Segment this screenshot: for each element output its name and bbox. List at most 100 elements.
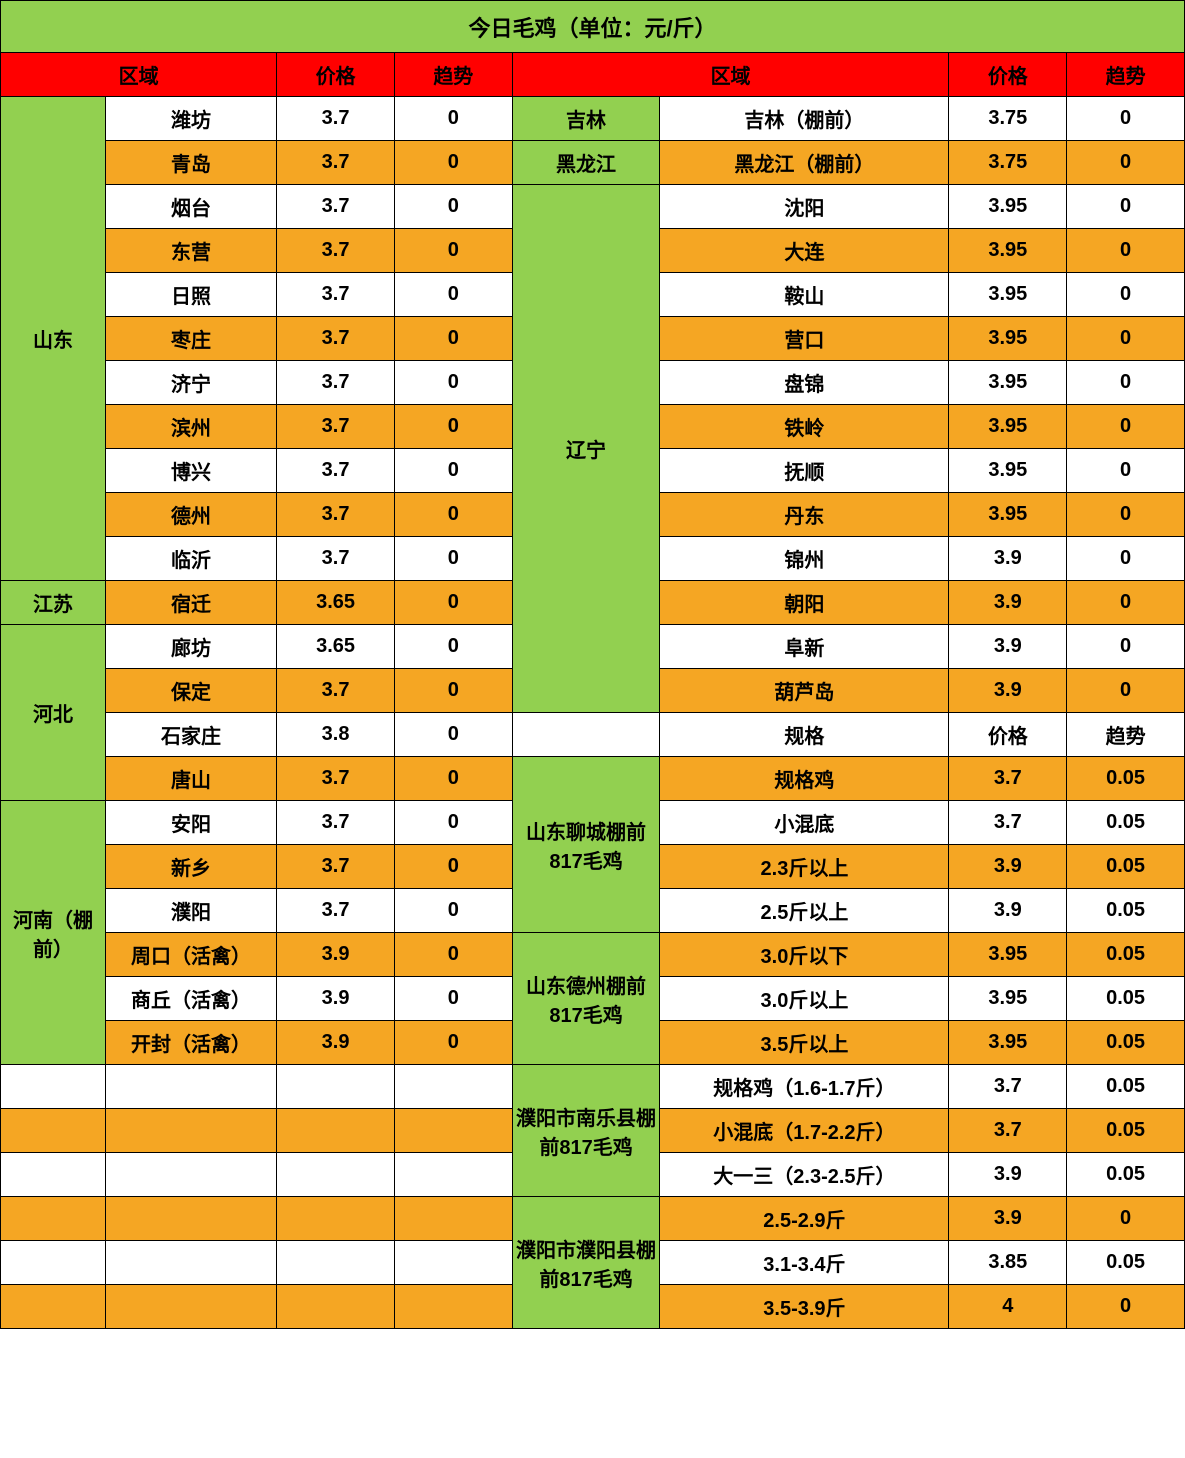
trend-cell: 0: [394, 977, 512, 1021]
city-cell: 3.1-3.4斤: [660, 1241, 949, 1285]
city-cell: 日照: [105, 273, 276, 317]
blank-cell: [1, 1241, 106, 1285]
city-cell: 烟台: [105, 185, 276, 229]
trend-cell: 0: [394, 361, 512, 405]
trend-cell: 0.05: [1067, 845, 1185, 889]
city-cell: 大连: [660, 229, 949, 273]
price-cell: 3.9: [949, 669, 1067, 713]
trend-cell: 0: [394, 449, 512, 493]
blank-cell: [1, 1109, 106, 1153]
trend-cell: 0: [1067, 1285, 1185, 1329]
trend-cell: 0: [394, 845, 512, 889]
region-label: 濮阳市南乐县棚前817毛鸡: [512, 1065, 660, 1197]
city-cell: 濮阳: [105, 889, 276, 933]
price-cell: 3.65: [277, 625, 395, 669]
blank-cell: [277, 1285, 395, 1329]
city-cell: 3.0斤以上: [660, 977, 949, 1021]
trend-cell: 0: [1067, 405, 1185, 449]
table-row: 周口（活禽）3.90山东德州棚前817毛鸡3.0斤以下3.950.05: [1, 933, 1185, 977]
price-cell: 3.9: [949, 537, 1067, 581]
blank-cell: [394, 1241, 512, 1285]
trend-cell: 0: [394, 933, 512, 977]
city-cell: 德州: [105, 493, 276, 537]
blank-cell: [394, 1065, 512, 1109]
trend-cell: 0: [1067, 581, 1185, 625]
trend-cell: 0: [1067, 273, 1185, 317]
price-cell: 3.9: [949, 845, 1067, 889]
price-cell: 3.7: [277, 97, 395, 141]
blank-cell: [1, 1197, 106, 1241]
header-price-right: 价格: [949, 53, 1067, 97]
blank-cell: [394, 1197, 512, 1241]
price-cell: 3.95: [949, 229, 1067, 273]
region-label: 山东德州棚前817毛鸡: [512, 933, 660, 1065]
trend-cell: 0.05: [1067, 1153, 1185, 1197]
trend-cell: 0: [1067, 97, 1185, 141]
price-cell: 3.65: [277, 581, 395, 625]
price-cell: 3.9: [277, 1021, 395, 1065]
city-cell: 商丘（活禽）: [105, 977, 276, 1021]
price-cell: 3.7: [949, 1109, 1067, 1153]
header-region-right: 区域: [512, 53, 949, 97]
price-cell: 3.9: [277, 977, 395, 1021]
price-cell: 3.95: [949, 317, 1067, 361]
trend-cell: 0.05: [1067, 757, 1185, 801]
blank-cell: [1, 1153, 106, 1197]
trend-cell: 0.05: [1067, 1109, 1185, 1153]
city-cell: 宿迁: [105, 581, 276, 625]
header-region-left: 区域: [1, 53, 277, 97]
price-cell: 3.7: [277, 229, 395, 273]
city-cell: 青岛: [105, 141, 276, 185]
table-row: 山东潍坊3.70吉林吉林（棚前）3.750: [1, 97, 1185, 141]
region-label: 吉林: [512, 97, 660, 141]
spec-header: 规格: [660, 713, 949, 757]
price-cell: 3.7: [277, 449, 395, 493]
price-cell: 3.9: [949, 1153, 1067, 1197]
city-cell: 枣庄: [105, 317, 276, 361]
city-cell: 保定: [105, 669, 276, 713]
table-row: 青岛3.70黑龙江黑龙江（棚前）3.750: [1, 141, 1185, 185]
blank-cell: [105, 1197, 276, 1241]
blank-cell: [512, 713, 660, 757]
price-table: 今日毛鸡（单位：元/斤）区域价格趋势区域价格趋势山东潍坊3.70吉林吉林（棚前）…: [0, 0, 1185, 1329]
city-cell: 廊坊: [105, 625, 276, 669]
city-cell: 沈阳: [660, 185, 949, 229]
price-cell: 3.8: [277, 713, 395, 757]
price-cell: 3.7: [277, 537, 395, 581]
trend-cell: 0: [1067, 141, 1185, 185]
trend-cell: 0: [394, 493, 512, 537]
price-cell: 3.7: [277, 317, 395, 361]
price-cell: 3.75: [949, 141, 1067, 185]
region-label: 江苏: [1, 581, 106, 625]
blank-cell: [277, 1197, 395, 1241]
blank-cell: [277, 1153, 395, 1197]
trend-cell: 0: [394, 317, 512, 361]
city-cell: 安阳: [105, 801, 276, 845]
price-cell: 3.7: [277, 845, 395, 889]
trend-cell: 0: [394, 537, 512, 581]
region-label: 辽宁: [512, 185, 660, 713]
price-cell: 3.7: [949, 801, 1067, 845]
blank-cell: [1, 1285, 106, 1329]
trend-cell: 0.05: [1067, 977, 1185, 1021]
trend-cell: 0: [394, 1021, 512, 1065]
price-cell: 3.7: [277, 273, 395, 317]
blank-cell: [277, 1065, 395, 1109]
city-cell: 东营: [105, 229, 276, 273]
price-cell: 3.9: [949, 625, 1067, 669]
price-cell: 3.7: [949, 757, 1067, 801]
trend-cell: 0: [394, 757, 512, 801]
city-cell: 锦州: [660, 537, 949, 581]
city-cell: 临沂: [105, 537, 276, 581]
price-cell: 3.95: [949, 977, 1067, 1021]
city-cell: 吉林（棚前）: [660, 97, 949, 141]
table-row: 濮阳市南乐县棚前817毛鸡规格鸡（1.6-1.7斤）3.70.05: [1, 1065, 1185, 1109]
table-title: 今日毛鸡（单位：元/斤）: [1, 1, 1185, 53]
city-cell: 周口（活禽）: [105, 933, 276, 977]
city-cell: 3.5斤以上: [660, 1021, 949, 1065]
price-cell: 3.85: [949, 1241, 1067, 1285]
blank-cell: [394, 1109, 512, 1153]
blank-cell: [277, 1241, 395, 1285]
region-label: 山东聊城棚前817毛鸡: [512, 757, 660, 933]
blank-cell: [105, 1153, 276, 1197]
